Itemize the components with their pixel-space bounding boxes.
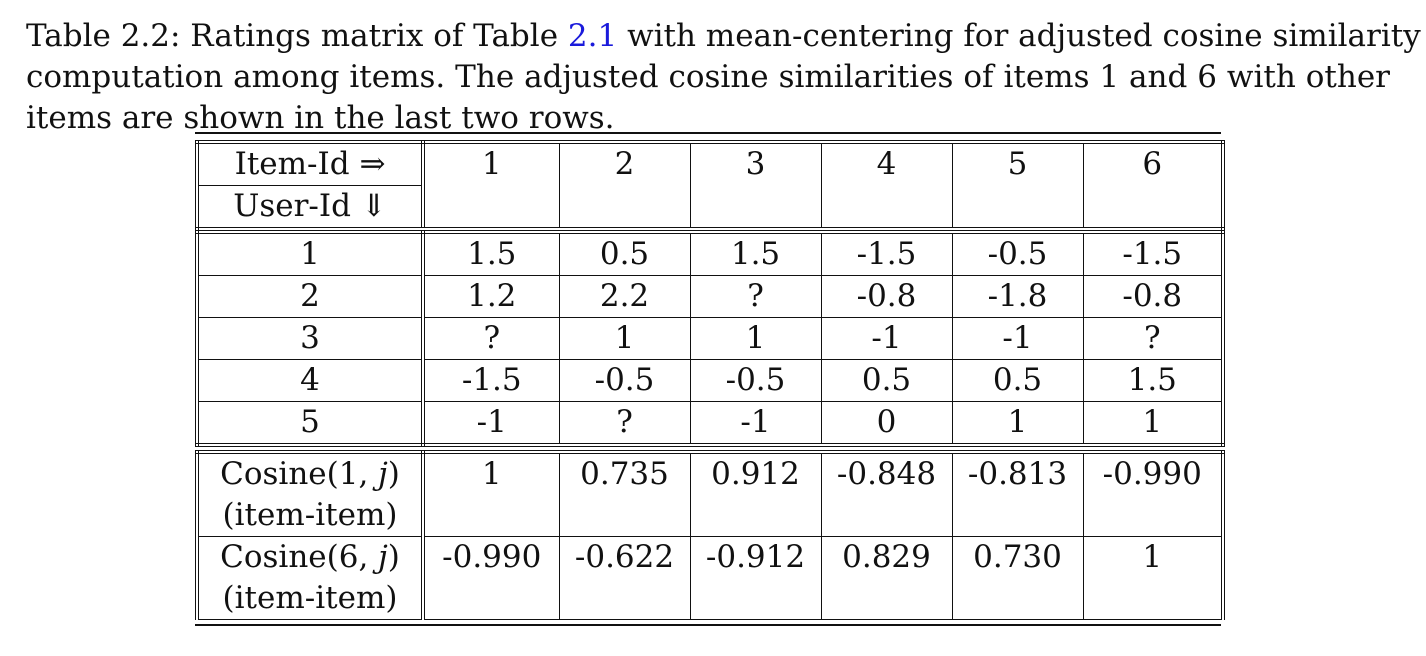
cosine-cell: 1 bbox=[422, 450, 560, 537]
table-row: 3 ? 1 1 -1 -1 ? bbox=[195, 317, 1225, 360]
cosine-cell: -0.848 bbox=[820, 450, 953, 537]
item-header: 3 bbox=[689, 140, 822, 231]
rating-cell: ? bbox=[558, 401, 691, 447]
rating-cell: 1.2 bbox=[422, 275, 560, 318]
rating-cell: 0.5 bbox=[951, 359, 1084, 402]
cosine-block: Cosine(1, j) (item-item) 1 0.735 0.912 -… bbox=[195, 450, 1225, 620]
rating-cell: -1.8 bbox=[951, 275, 1084, 318]
rating-cell: 1 bbox=[1082, 401, 1225, 447]
cosine-cell: -0.912 bbox=[689, 536, 822, 620]
rating-cell: -1.5 bbox=[820, 230, 953, 276]
cosine-cell: 0.829 bbox=[820, 536, 953, 620]
corner-item-label: Item-Id ⇒ bbox=[195, 140, 425, 186]
header-row-items: Item-Id ⇒ 1 2 3 4 5 6 bbox=[195, 140, 1225, 231]
item-header: 2 bbox=[558, 140, 691, 231]
cosine-sublabel: (item-item) bbox=[222, 580, 398, 616]
cosine-cell: -0.990 bbox=[422, 536, 560, 620]
rating-cell: 1 bbox=[558, 317, 691, 360]
rating-cell: -0.5 bbox=[558, 359, 691, 402]
cosine-label-cell: Cosine(6, j) (item-item) bbox=[195, 536, 425, 620]
item-header: 4 bbox=[820, 140, 953, 231]
table-row: 1 1.5 0.5 1.5 -1.5 -0.5 -1.5 bbox=[195, 230, 1225, 276]
table-row: Cosine(1, j) (item-item) 1 0.735 0.912 -… bbox=[195, 450, 1225, 537]
rating-cell: -0.5 bbox=[951, 230, 1084, 276]
ratings-block: 1 1.5 0.5 1.5 -1.5 -0.5 -1.5 2 1.2 2.2 ?… bbox=[195, 230, 1225, 447]
table-reference-link[interactable]: 2.1 bbox=[567, 18, 618, 54]
rating-cell: ? bbox=[689, 275, 822, 318]
rating-cell: -1 bbox=[689, 401, 822, 447]
cosine-cell: -0.622 bbox=[558, 536, 691, 620]
rating-cell: ? bbox=[422, 317, 560, 360]
rating-cell: 1.5 bbox=[689, 230, 822, 276]
bottom-rule bbox=[195, 624, 1221, 626]
cosine-cell: 0.735 bbox=[558, 450, 691, 537]
table-row: 4 -1.5 -0.5 -0.5 0.5 0.5 1.5 bbox=[195, 359, 1225, 402]
corner-user-label: User-Id ⇓ bbox=[195, 185, 425, 231]
top-rule bbox=[195, 132, 1221, 134]
table-row: 5 -1 ? -1 0 1 1 bbox=[195, 401, 1225, 447]
user-id-cell: 2 bbox=[195, 275, 425, 318]
rating-cell: 0.5 bbox=[558, 230, 691, 276]
rating-cell: 1 bbox=[951, 401, 1084, 447]
rating-cell: -1 bbox=[820, 317, 953, 360]
caption-line-2: computation among items. The adjusted co… bbox=[26, 59, 1390, 95]
rating-cell: 2.2 bbox=[558, 275, 691, 318]
rating-cell: -0.8 bbox=[1082, 275, 1225, 318]
user-id-cell: 3 bbox=[195, 317, 425, 360]
rating-cell: -1 bbox=[951, 317, 1084, 360]
cosine-cell: -0.990 bbox=[1082, 450, 1225, 537]
rating-cell: -1.5 bbox=[1082, 230, 1225, 276]
table-row: Cosine(6, j) (item-item) -0.990 -0.622 -… bbox=[195, 536, 1225, 620]
rating-cell: 1 bbox=[689, 317, 822, 360]
cosine-cell: 0.730 bbox=[951, 536, 1084, 620]
caption-text: with mean-centering for adjusted cosine … bbox=[617, 18, 1421, 54]
cosine-cell: -0.813 bbox=[951, 450, 1084, 537]
cosine-sublabel: (item-item) bbox=[222, 497, 398, 533]
cosine-cell: 1 bbox=[1082, 536, 1225, 620]
rating-cell: 1.5 bbox=[1082, 359, 1225, 402]
user-id-cell: 4 bbox=[195, 359, 425, 402]
rating-cell: ? bbox=[1082, 317, 1225, 360]
rating-cell: -0.8 bbox=[820, 275, 953, 318]
cosine-label: Cosine(6, j) bbox=[220, 539, 400, 575]
caption-line-3: items are shown in the last two rows. bbox=[26, 100, 615, 136]
user-id-cell: 5 bbox=[195, 401, 425, 447]
cosine-label: Cosine(1, j) bbox=[220, 456, 400, 492]
item-header: 1 bbox=[422, 140, 560, 231]
item-header: 5 bbox=[951, 140, 1084, 231]
rating-cell: -1.5 bbox=[422, 359, 560, 402]
rating-cell: -1 bbox=[422, 401, 560, 447]
cosine-cell: 0.912 bbox=[689, 450, 822, 537]
header-row-users: User-Id ⇓ bbox=[195, 185, 1223, 231]
rating-cell: 1.5 bbox=[422, 230, 560, 276]
caption-text: Table 2.2: Ratings matrix of Table bbox=[26, 18, 568, 54]
caption-line-1: Table 2.2: Ratings matrix of Table 2.1 w… bbox=[26, 16, 1421, 57]
rating-cell: -0.5 bbox=[689, 359, 822, 402]
table-row: 2 1.2 2.2 ? -0.8 -1.8 -0.8 bbox=[195, 275, 1225, 318]
rating-cell: 0.5 bbox=[820, 359, 953, 402]
table-caption: Table 2.2: Ratings matrix of Table 2.1 w… bbox=[26, 16, 1421, 139]
cosine-label-cell: Cosine(1, j) (item-item) bbox=[195, 450, 425, 537]
user-id-cell: 1 bbox=[195, 230, 425, 276]
rating-cell: 0 bbox=[820, 401, 953, 447]
header-block: Item-Id ⇒ 1 2 3 4 5 6 User-Id ⇓ bbox=[195, 140, 1225, 231]
item-header: 6 bbox=[1082, 140, 1225, 231]
